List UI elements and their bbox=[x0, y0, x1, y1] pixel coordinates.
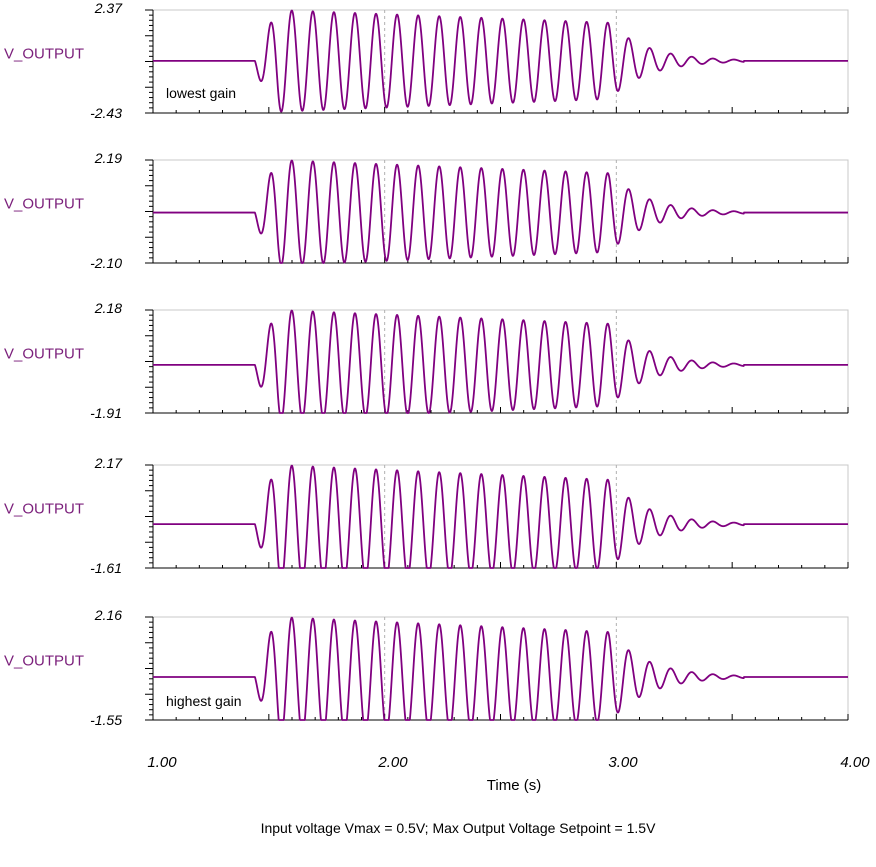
panel-2: V_OUTPUT 2.19 -2.10 bbox=[4, 150, 849, 271]
footnote: Input voltage Vmax = 0.5V; Max Output Vo… bbox=[261, 820, 657, 836]
y-max-label: 2.16 bbox=[94, 607, 122, 623]
x-axis-label: Time (s) bbox=[487, 777, 541, 794]
y-max-label: 2.17 bbox=[94, 455, 123, 471]
panel-3: V_OUTPUT 2.18 -1.91 bbox=[4, 300, 849, 421]
y-max-label: 2.19 bbox=[94, 150, 122, 166]
panel-4: V_OUTPUT 2.17 -1.61 bbox=[4, 455, 849, 576]
panel-annotation: lowest gain bbox=[166, 85, 236, 101]
x-tick-label-3: 4.00 bbox=[840, 754, 870, 771]
series-line bbox=[152, 616, 849, 721]
y-max-label: 2.37 bbox=[94, 0, 123, 16]
y-axis-label: V_OUTPUT bbox=[4, 196, 84, 213]
y-axis-label: V_OUTPUT bbox=[4, 46, 84, 63]
x-tick-label-2: 3.00 bbox=[608, 754, 638, 771]
series-line bbox=[152, 464, 849, 569]
y-min-label: -2.43 bbox=[90, 105, 122, 121]
x-axis: 1.00 2.00 3.00 4.00 Time (s) bbox=[147, 754, 870, 794]
series-line bbox=[152, 159, 849, 264]
y-min-label: -1.61 bbox=[90, 560, 122, 576]
y-axis-label: V_OUTPUT bbox=[4, 653, 84, 670]
panel-1: V_OUTPUT 2.37 -2.43 lowest gain bbox=[4, 0, 849, 121]
x-tick-label-1: 2.00 bbox=[377, 754, 408, 771]
y-min-label: -1.91 bbox=[90, 405, 122, 421]
series-line bbox=[152, 309, 849, 414]
y-axis-label: V_OUTPUT bbox=[4, 501, 84, 518]
y-axis-label: V_OUTPUT bbox=[4, 346, 84, 363]
y-min-label: -1.55 bbox=[90, 712, 122, 728]
panel-annotation: highest gain bbox=[166, 693, 242, 709]
panels-group: V_OUTPUT 2.37 -2.43 lowest gain V_OUTPUT 2.19… bbox=[4, 0, 849, 728]
series-line bbox=[152, 9, 849, 113]
y-min-label: -2.10 bbox=[90, 255, 122, 271]
panel-5: V_OUTPUT 2.16 -1.55 highest gain bbox=[4, 607, 849, 728]
y-max-label: 2.18 bbox=[94, 300, 122, 316]
x-tick-label-0: 1.00 bbox=[147, 754, 177, 771]
